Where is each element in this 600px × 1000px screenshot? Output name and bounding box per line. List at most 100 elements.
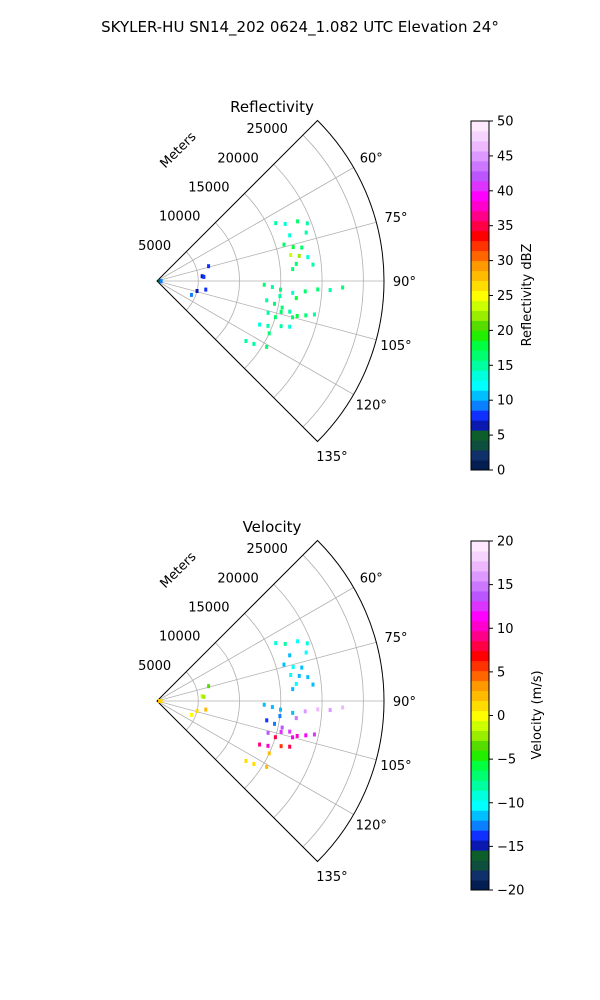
azimuth-gridline: [156, 167, 354, 282]
radar-gate: [274, 221, 278, 226]
range-axis-label: Meters: [158, 549, 200, 591]
azimuth-gridline: [156, 280, 354, 395]
azimuth-gridline: [156, 641, 377, 702]
colorbar-swatch: [471, 790, 489, 801]
radar-gate: [266, 323, 270, 328]
colorbar-swatch: [471, 660, 489, 672]
colorbar-tick-label: 40: [497, 184, 514, 199]
radar-gate: [266, 743, 270, 748]
colorbar-tick-label: 10: [497, 394, 514, 409]
range-tick-label: 5000: [138, 239, 171, 254]
radar-gate: [283, 641, 287, 646]
colorbar-swatch: [471, 430, 489, 441]
colorbar-swatch: [471, 580, 489, 592]
colorbar-swatch: [471, 220, 489, 232]
colorbar-swatch: [471, 680, 489, 692]
colorbar-swatch: [471, 300, 489, 311]
colorbar-tick-label: 25: [497, 289, 514, 304]
range-tick-label: 10000: [159, 210, 200, 225]
colorbar-swatch: [471, 720, 489, 731]
radar-gate: [200, 694, 204, 699]
colorbar-swatch: [471, 121, 489, 132]
colorbar-swatch: [471, 460, 489, 471]
azimuth-tick-label: 105°: [380, 339, 411, 354]
radar-gate: [267, 331, 271, 336]
colorbar-swatch: [471, 550, 489, 562]
radar-gate: [316, 287, 320, 292]
radar-gate: [294, 261, 298, 266]
radar-gate: [288, 309, 292, 314]
range-axis-label: Meters: [158, 129, 200, 171]
colorbar-swatch: [471, 750, 489, 761]
colorbar-label: Reflectivity dBZ: [520, 244, 535, 347]
colorbar-swatch: [471, 420, 489, 431]
radar-gate: [266, 730, 270, 735]
colorbar-tick-label: 0: [497, 464, 505, 479]
radar-gate: [195, 288, 199, 293]
colorbar-swatch: [471, 200, 489, 212]
radar-gate: [270, 285, 274, 290]
radar-gate: [252, 341, 256, 346]
radar-gate: [297, 673, 301, 678]
radar-gate: [279, 309, 283, 314]
radar-gate: [304, 650, 308, 655]
range-tick-labels: 5000 10000 15000 20000 25000: [138, 542, 288, 674]
radar-gate: [341, 705, 345, 710]
radar-gate: [258, 742, 262, 747]
azimuth-tick-label: 75°: [384, 631, 407, 646]
colorbar-swatch: [471, 880, 489, 891]
reflectivity-panel: Reflectivity 5000 10000 15000 20000 25000 60…: [138, 98, 535, 479]
colorbar-swatch: [471, 600, 489, 612]
range-tick-label: 10000: [159, 630, 200, 645]
radar-gate: [272, 301, 276, 306]
radar-gate: [207, 684, 211, 689]
radar-gate: [278, 714, 282, 719]
colorbar-swatch: [471, 140, 489, 152]
colorbar-tick-label: 0: [497, 709, 505, 724]
radar-gate: [195, 708, 199, 713]
radar-gate: [207, 264, 211, 269]
colorbar-swatch: [471, 370, 489, 381]
colorbar-tick-label: 5: [497, 665, 505, 680]
radar-gate: [300, 665, 304, 670]
radar-gate: [157, 699, 161, 703]
radar-gate: [289, 673, 293, 678]
colorbar-swatch: [471, 710, 489, 721]
azimuth-tick-label: 60°: [360, 571, 383, 586]
radar-gate: [300, 245, 304, 250]
radar-gate: [288, 653, 292, 658]
colorbar-swatch: [471, 190, 489, 202]
colorbar-swatch: [471, 650, 489, 662]
radar-gate: [288, 324, 292, 329]
radar-gate: [274, 641, 278, 646]
colorbar-swatch: [471, 820, 489, 831]
colorbar-swatch: [471, 640, 489, 652]
radar-gate: [312, 732, 316, 737]
radar-gate: [306, 255, 310, 260]
colorbar-tick-label: −20: [497, 884, 524, 899]
colorbar-swatch: [471, 450, 489, 461]
range-tick-labels: 5000 10000 15000 20000 25000: [138, 122, 288, 254]
colorbar-swatch: [471, 270, 489, 282]
colorbar-swatch: [471, 541, 489, 552]
colorbar-swatch: [471, 630, 489, 642]
radar-gate: [204, 287, 208, 292]
radar-gate: [273, 735, 277, 740]
reflectivity-colorbar: 0 5 10 15 20 25 30 35 40 45 50: [470, 115, 514, 479]
colorbar-swatch: [471, 560, 489, 572]
radar-gate: [289, 253, 293, 258]
radar-gate: [204, 707, 208, 712]
colorbar-tick-label: −15: [497, 840, 524, 855]
colorbar-swatch: [471, 800, 489, 811]
radar-gate: [262, 702, 266, 707]
azimuth-gridline: [156, 700, 377, 761]
colorbar-tick-label: 45: [497, 149, 514, 164]
colorbar-swatch: [471, 280, 489, 292]
colorbar-tick-label: 5: [497, 429, 505, 444]
colorbar-swatch: [471, 670, 489, 682]
colorbar-swatch: [471, 340, 489, 351]
radar-gate: [272, 721, 276, 726]
radar-gate: [304, 230, 308, 235]
radar-gate: [291, 687, 295, 692]
radar-gate: [265, 764, 269, 769]
